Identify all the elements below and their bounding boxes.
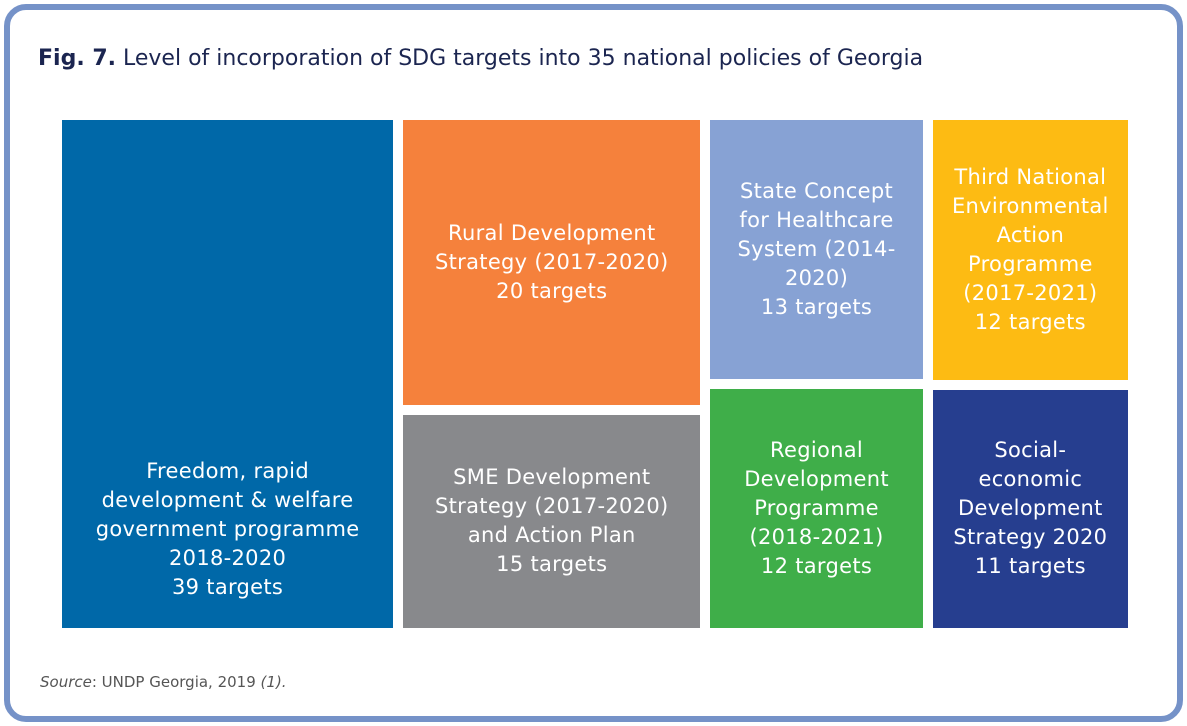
cell-label: State Concept for Healthcare System (201… [737,178,896,290]
treemap-cell: Freedom, rapid development & welfare gov… [62,120,394,628]
value-label: 13 targets [760,294,873,319]
treemap-cell: Rural Development Strategy (2017-2020) 20… [403,120,701,405]
cell-label: Regional Development Programme (2018-202… [744,437,889,549]
cell-label: SME Development Strategy (2017-2020) and… [435,465,669,548]
cell-label: Third National Environmental Action Prog… [951,164,1109,305]
treemap-cell: Regional Development Programme (2018-202… [710,388,923,628]
value-label: 11 targets [974,554,1086,579]
source-text: : UNDP Georgia, 2019 [91,673,261,691]
value-label: 12 targets [974,309,1086,334]
value-label: 39 targets [171,575,284,599]
cell-label: Freedom, rapid development & welfare gov… [95,459,360,570]
cell-label: Rural Development Strategy (2017-2020) [435,220,669,274]
value-label: 20 targets [496,278,608,303]
value-label: 12 targets [760,553,873,578]
source-ref: (1). [260,673,287,691]
treemap-cell: Third National Environmental Action Prog… [932,120,1128,380]
source-label: Source [40,673,92,691]
treemap-cell: SME Development Strategy (2017-2020) and… [403,414,701,628]
chart-title: Fig. 7. Level of incorporation of SDG ta… [38,46,923,71]
title-text: Level of incorporation of SDG targets in… [123,46,924,71]
source: Source: UNDP Georgia, 2019 (1). [40,673,287,691]
cell-label: Social-economic Development Strategy 202… [953,438,1108,550]
treemap-cell: Social-economic Development Strategy 202… [932,389,1128,628]
treemap-cell: State Concept for Healthcare System (201… [710,120,923,379]
value-label: 15 targets [496,552,608,577]
figure-label: Fig. 7. [38,46,116,71]
